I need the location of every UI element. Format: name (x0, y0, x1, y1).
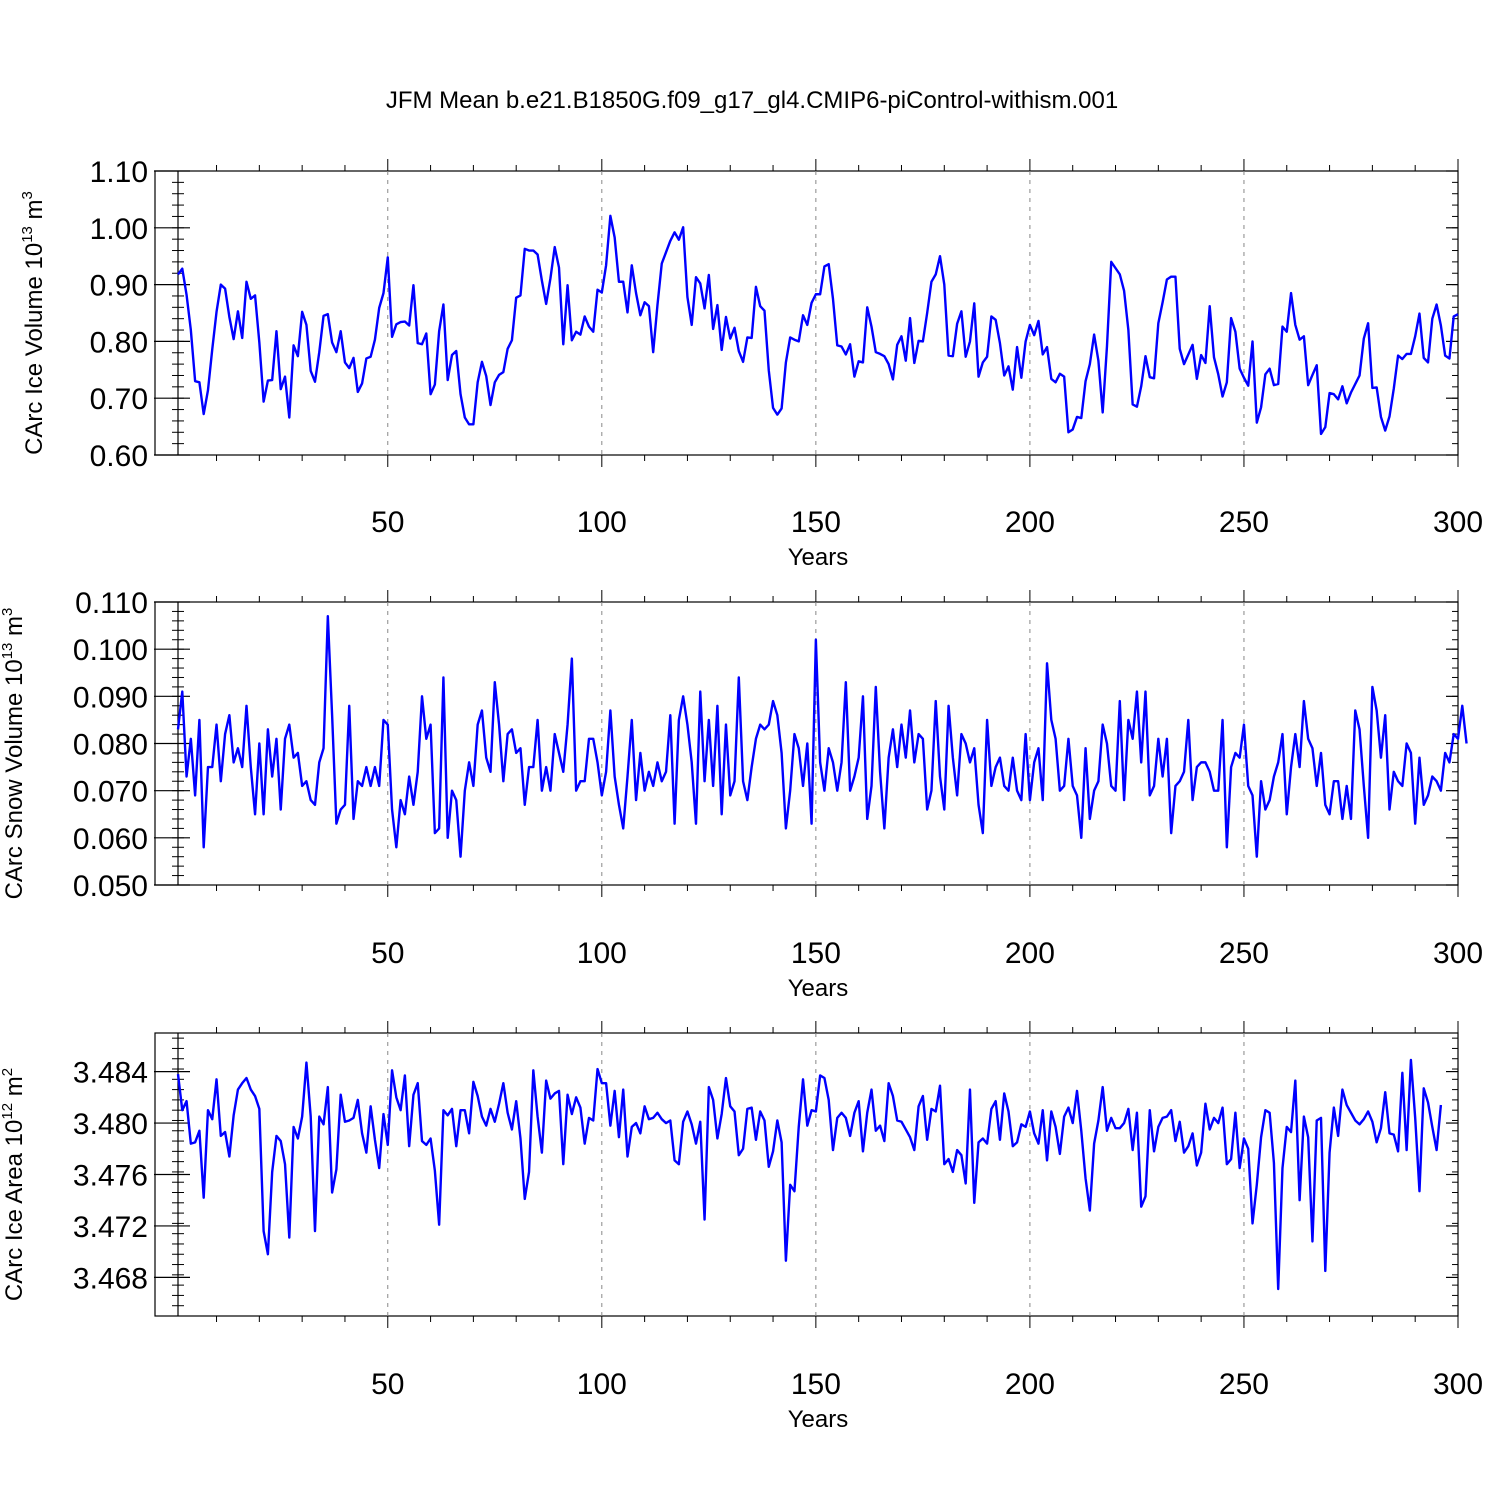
x-axis-label: Years (788, 1406, 849, 1433)
y-tick-label: 0.050 (73, 870, 148, 903)
x-tick-label: 250 (1219, 1368, 1269, 1401)
chart-title: JFM Mean b.e21.B1850G.f09_g17_gl4.CMIP6-… (386, 87, 1118, 114)
x-tick-label: 200 (1005, 506, 1055, 539)
x-tick-label: 150 (791, 1368, 841, 1401)
x-tick-label: 50 (371, 506, 404, 539)
x-axis-label: Years (788, 544, 849, 571)
x-tick-label: 300 (1433, 1368, 1483, 1401)
y-tick-label: 3.480 (73, 1108, 148, 1141)
x-axis-label: Years (788, 975, 849, 1002)
x-tick-label: 300 (1433, 937, 1483, 970)
y-tick-label: 0.100 (73, 634, 148, 667)
panel-3: 3.468 3.472 3.476 3.480 3.484 50 100 150 200 250 3… (0, 1021, 1483, 1433)
y-tick-label: 0.90 (90, 270, 148, 303)
x-tick-label: 100 (577, 937, 627, 970)
y-tick-label: 0.70 (90, 383, 148, 416)
y-tick-label: 0.060 (73, 823, 148, 856)
x-tick-label: 250 (1219, 937, 1269, 970)
x-tick-label: 200 (1005, 1368, 1055, 1401)
x-tick-label: 250 (1219, 506, 1269, 539)
plot-frame (154, 1032, 1459, 1317)
panel-2: 0.050 0.060 0.070 0.080 0.090 0.100 0.110 50 100… (0, 587, 1483, 1002)
series-line (176, 614, 1468, 858)
x-tick-label: 50 (371, 937, 404, 970)
x-tick-label: 50 (371, 1368, 404, 1401)
panel-1: 0.60 0.70 0.80 0.90 1.00 1.10 50 100 150 200 250 30… (19, 156, 1483, 571)
y-tick-label: 0.080 (73, 729, 148, 762)
x-tick-label: 300 (1433, 506, 1483, 539)
x-tick-label: 100 (577, 506, 627, 539)
y-axis-label: CArc Ice Volume 1013 m3 (19, 191, 48, 455)
x-tick-label: 200 (1005, 937, 1055, 970)
y-tick-label: 3.476 (73, 1160, 148, 1193)
chart-panels: 0.60 0.70 0.80 0.90 1.00 1.10 50 100 150 200 250 30… (0, 156, 1483, 1433)
y-tick-label: 1.00 (90, 213, 148, 246)
x-tick-label: 100 (577, 1368, 627, 1401)
x-tick-label: 150 (791, 506, 841, 539)
y-tick-label: 0.070 (73, 776, 148, 809)
series-line (177, 214, 1459, 436)
y-axis-label: CArc Snow Volume 1013 m3 (0, 608, 28, 900)
y-tick-label: 3.468 (73, 1262, 148, 1295)
x-tick-label: 150 (791, 937, 841, 970)
y-axis-label: CArc Ice Area 1012 m2 (0, 1068, 28, 1301)
y-tick-label: 3.484 (73, 1057, 148, 1090)
y-tick-label: 0.80 (90, 326, 148, 359)
y-tick-label: 0.60 (90, 440, 148, 473)
y-tick-label: 0.090 (73, 681, 148, 714)
y-tick-label: 3.472 (73, 1211, 148, 1244)
series-line (176, 1058, 1443, 1291)
plot-frame (154, 170, 1459, 456)
y-tick-label: 0.110 (75, 587, 148, 620)
y-tick-label: 1.10 (90, 156, 148, 189)
